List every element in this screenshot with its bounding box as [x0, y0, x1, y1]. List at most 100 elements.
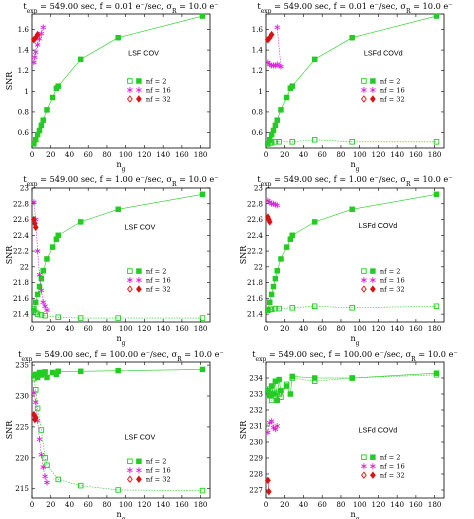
y-tick-label: 1 [258, 87, 263, 96]
x-tick-label: 60 [84, 324, 94, 333]
data-point [38, 122, 45, 129]
data-point [274, 397, 280, 404]
data-point [283, 244, 290, 250]
legend-marker [136, 458, 142, 465]
y-tick-label: 228 [249, 470, 263, 479]
x-tick-label: 40 [65, 324, 75, 333]
y-tick-label: 1 [24, 87, 29, 96]
x-tick-label: 180 [428, 150, 442, 159]
data-point [36, 271, 43, 278]
series-4 [31, 30, 41, 44]
title-part: ⁻ [146, 349, 150, 359]
legend-marker [370, 277, 376, 284]
data-point [270, 127, 277, 134]
title-part: exp [256, 356, 267, 363]
series-1 [265, 303, 440, 313]
title-part: = 10.0 e [176, 1, 214, 11]
panel-title: texp = 549.00 sec, f = 1.00 e⁻/sec, σR =… [257, 174, 452, 188]
legend-marker [127, 458, 133, 465]
data-point [199, 487, 206, 494]
title-part: exp [261, 181, 272, 188]
data-point [55, 476, 61, 483]
data-point [276, 376, 282, 383]
data-point [433, 139, 440, 145]
legend-marker [127, 475, 133, 484]
y-tick-label: 22 [20, 262, 29, 271]
legend-entry: nf = 2 [380, 77, 401, 85]
title-part: /sec, σ [150, 349, 178, 359]
x-tick-label: 20 [46, 324, 56, 333]
data-point [49, 94, 56, 101]
y-tick-label: 231 [249, 422, 263, 431]
title-part: /sec, σ [379, 174, 407, 184]
data-point [115, 315, 121, 321]
y-tick-label: 22.2 [247, 247, 263, 256]
panel-6: texp = 549.00 sec, f = 100.00 e⁻/sec, σR… [239, 349, 458, 519]
x-tick-label: 60 [318, 324, 328, 333]
series-2 [265, 13, 440, 147]
data-point [199, 315, 206, 321]
x-tick-label: 60 [318, 500, 328, 509]
title-part: ⁻ [374, 1, 378, 11]
data-point [42, 473, 48, 480]
x-tick-label: 40 [65, 500, 75, 509]
y-tick-label: 235 [15, 361, 29, 370]
data-point [31, 389, 37, 396]
legend-entry: nf = 2 [380, 454, 401, 462]
x-tick-label: 40 [299, 324, 309, 333]
x-tick-label: 140 [156, 324, 170, 333]
x-tick-label: 140 [390, 324, 404, 333]
data-point [266, 218, 273, 226]
data-point [274, 423, 281, 429]
data-point [433, 303, 440, 309]
data-point [34, 30, 41, 39]
title-part: ⁻ [219, 349, 223, 359]
y-tick-label: 225 [15, 422, 29, 431]
panel-1: texp = 549.00 sec, f = 0.01 e⁻/sec, σR =… [5, 1, 219, 173]
title-part: = 549.00 sec, f = 1.00 e [38, 174, 141, 184]
series-3 [265, 24, 284, 70]
x-axis-label-main: n [351, 160, 356, 169]
y-tick-label: 22 [254, 262, 263, 271]
data-point [44, 462, 50, 468]
x-tick-label: 0 [264, 150, 269, 159]
data-point [270, 391, 277, 397]
legend-marker [127, 467, 133, 474]
x-tick-label: 0 [30, 150, 35, 159]
x-tick-label: 20 [46, 150, 56, 159]
y-tick-label: 1.2 [252, 66, 263, 75]
y-tick-label: 21.4 [247, 310, 263, 319]
title-part: R [406, 181, 411, 188]
x-tick-label: 120 [138, 324, 152, 333]
legend-marker [136, 95, 142, 103]
x-tick-label: 180 [428, 324, 442, 333]
legend-marker [370, 268, 376, 274]
x-axis-label: ng [117, 510, 126, 519]
data-point [38, 312, 45, 318]
series-2 [265, 370, 440, 404]
x-tick-label: 160 [175, 500, 189, 509]
x-tick-label: 80 [336, 150, 346, 159]
data-point [276, 305, 282, 312]
x-tick-label: 120 [138, 150, 152, 159]
series-2 [265, 191, 440, 313]
data-point [268, 383, 275, 389]
data-point [115, 34, 121, 41]
data-point [32, 399, 39, 406]
x-tick-label: 80 [336, 324, 346, 333]
x-tick-label: 160 [409, 150, 423, 159]
data-point [77, 56, 84, 63]
series-1 [31, 375, 206, 494]
legend-entry: nf = 32 [146, 285, 171, 293]
x-tick-label: 40 [299, 500, 309, 509]
data-point [34, 41, 41, 48]
data-point [349, 206, 355, 213]
y-tick-label: 0.6 [252, 128, 264, 137]
data-point [36, 127, 43, 134]
series-4 [31, 215, 39, 232]
method-label: LSF COV [125, 223, 156, 232]
y-tick-label: 21.4 [13, 310, 29, 319]
x-tick-label: 100 [353, 324, 367, 333]
title-part: = 10.0 e [182, 349, 220, 359]
